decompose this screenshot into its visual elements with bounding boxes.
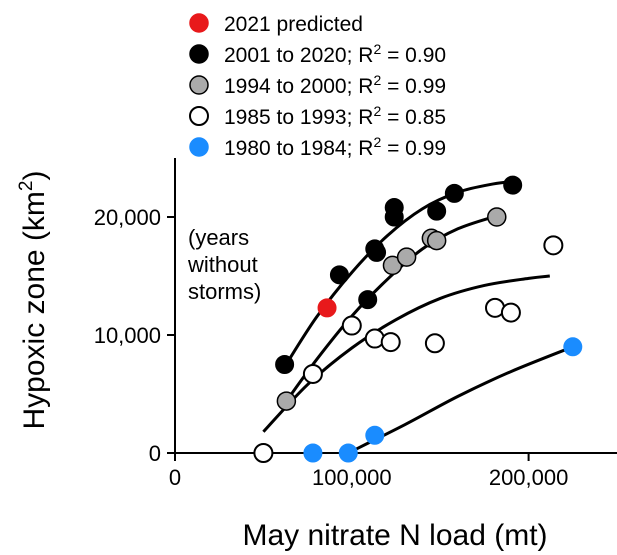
- legend-label-text: 1994 to 2000; R: [224, 75, 373, 98]
- data-point-1994-to-2000-r: [276, 391, 297, 411]
- legend-label-text: 1985 to 1993; R: [224, 106, 373, 129]
- fit-line-1985-to-1993-r: [262, 274, 550, 433]
- data-point-1985-to-1993-r: [543, 235, 564, 256]
- data-points: [253, 175, 583, 463]
- legend-marker-2021-predicted: [189, 13, 209, 33]
- legend-marker-2001-to-2020-r: [189, 44, 209, 64]
- data-point-2021-predicted: [317, 298, 337, 318]
- y-axis-title: Hypoxic zone (km2): [16, 171, 51, 430]
- x-tick-label: 0: [169, 465, 181, 490]
- y-tick-label: 0: [149, 441, 161, 466]
- annotation-line: without: [187, 252, 258, 277]
- legend-label-text: 2021 predicted: [224, 13, 363, 36]
- data-point-2001-to-2020-r: [329, 265, 349, 285]
- data-point-1985-to-1993-r: [341, 315, 362, 336]
- fit-line-1994-to-2000-r: [285, 214, 498, 402]
- legend-label-r2: = 0.99: [381, 137, 446, 160]
- legend-label-2001-to-2020-r: 2001 to 2020; R2 = 0.90: [224, 41, 446, 67]
- data-point-1980-to-1984-r: [303, 443, 323, 463]
- data-point-1985-to-1993-r: [364, 328, 385, 349]
- legend-label-superscript: 2: [373, 103, 381, 119]
- y-axis-title-superscript: 2: [16, 181, 37, 192]
- data-point-1985-to-1993-r: [380, 332, 401, 353]
- legend-label-text: 1980 to 1984; R: [224, 137, 373, 160]
- data-point-1980-to-1984-r: [338, 443, 358, 463]
- data-point-1985-to-1993-r: [253, 443, 274, 463]
- legend-label-r2: = 0.99: [381, 75, 446, 98]
- x-tick-label: 200,000: [489, 465, 569, 490]
- data-point-2001-to-2020-r: [384, 207, 404, 227]
- x-axis-title: May nitrate N load (mt): [242, 519, 547, 552]
- legend-label-superscript: 2: [373, 134, 381, 150]
- data-point-2001-to-2020-r: [444, 183, 464, 203]
- data-point-1994-to-2000-r: [396, 247, 417, 267]
- legend-label-superscript: 2: [373, 72, 381, 88]
- data-point-2001-to-2020-r: [367, 242, 387, 262]
- fit-lines: [262, 180, 574, 455]
- data-point-2001-to-2020-r: [427, 201, 447, 221]
- legend-label-1980-to-1984-r: 1980 to 1984; R2 = 0.99: [224, 134, 446, 160]
- legend-marker-1980-to-1984-r: [189, 137, 209, 157]
- data-point-1980-to-1984-r: [365, 425, 385, 445]
- legend-label-1994-to-2000-r: 1994 to 2000; R2 = 0.99: [224, 72, 446, 98]
- legend-marker-1994-to-2000-r: [189, 75, 209, 95]
- y-tick-label: 10,000: [94, 323, 161, 348]
- data-point-1994-to-2000-r: [487, 207, 507, 227]
- axes: 0 10,000 20,000 0 100,000 200,000: [94, 158, 617, 490]
- data-point-1985-to-1993-r: [500, 302, 521, 323]
- data-point-2001-to-2020-r: [503, 175, 523, 195]
- fit-line-1980-to-1984-r: [347, 345, 574, 455]
- data-point-2001-to-2020-r: [358, 290, 378, 310]
- data-point-1985-to-1993-r: [302, 363, 323, 384]
- data-point-1994-to-2000-r: [426, 230, 447, 251]
- y-tick-label: 20,000: [94, 205, 161, 230]
- data-point-2001-to-2020-r: [275, 355, 295, 374]
- y-axis-title-end: ): [18, 171, 51, 181]
- fit-line-2001-to-2020-r: [283, 180, 515, 368]
- legend-marker-1985-to-1993-r: [189, 106, 209, 126]
- data-point-1980-to-1984-r: [563, 337, 583, 357]
- x-tick-label: 100,000: [312, 465, 392, 490]
- annotation-line: storms): [188, 279, 261, 304]
- annotation-line: (years: [188, 225, 249, 250]
- data-point-1985-to-1993-r: [424, 333, 445, 354]
- legend-label-text: 2001 to 2020; R: [224, 44, 373, 67]
- legend-label-r2: = 0.85: [381, 106, 446, 129]
- legend-label-1985-to-1993-r: 1985 to 1993; R2 = 0.85: [224, 103, 446, 129]
- legend-label-2021-predicted: 2021 predicted: [224, 13, 363, 36]
- y-axis-title-main: Hypoxic zone (km: [18, 191, 51, 429]
- legend-label-superscript: 2: [373, 41, 381, 57]
- legend-label-r2: = 0.90: [381, 44, 446, 67]
